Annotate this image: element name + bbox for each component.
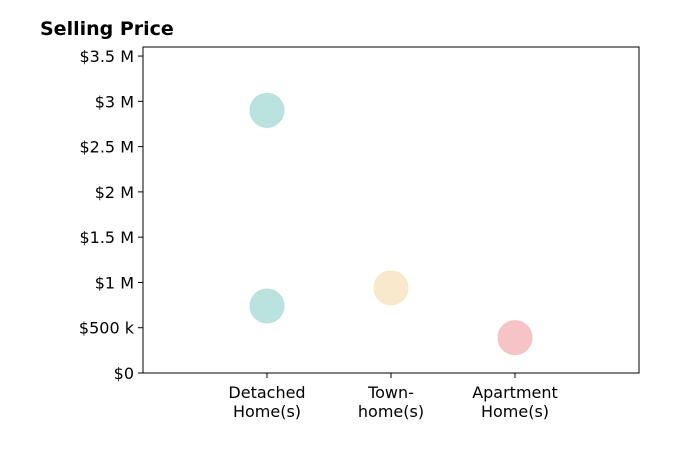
x-tick-label: Town-home(s) — [358, 383, 424, 421]
x-tick-label-line: Home(s) — [481, 402, 549, 421]
y-axis: $0 $500 k $1 M $1.5 M $2 M $2.5 M $3 M $3.5 M — [79, 47, 143, 383]
x-tick-label-line: Town- — [367, 383, 414, 402]
data-point — [373, 270, 409, 306]
x-tick-label: Apartment Home(s) — [472, 383, 558, 421]
plot-area — [142, 46, 640, 374]
y-tick-label: $3.5 M — [79, 47, 134, 66]
x-tick-label-line: Apartment — [472, 383, 558, 402]
x-axis: Detached Home(s)Town-home(s)Apartment Home… — [228, 373, 558, 421]
data-points — [249, 92, 533, 356]
y-tick-label: $500 k — [79, 319, 135, 338]
chart-title: Selling Price — [40, 18, 174, 40]
data-point — [249, 288, 285, 324]
y-tick-label: $1.5 M — [79, 228, 134, 247]
y-tick-label: $3 M — [95, 92, 134, 111]
y-tick-label: $0 — [114, 364, 134, 383]
data-point — [497, 320, 533, 356]
x-tick-label-line: Detached — [228, 383, 305, 402]
x-tick-label-line: Home(s) — [233, 402, 301, 421]
y-tick-label: $2 M — [95, 183, 134, 202]
x-tick-label: Detached Home(s) — [228, 383, 305, 421]
data-point — [249, 92, 285, 128]
y-tick-label: $2.5 M — [79, 138, 134, 157]
y-tick-label: $1 M — [95, 273, 134, 292]
x-tick-label-line: home(s) — [358, 402, 424, 421]
